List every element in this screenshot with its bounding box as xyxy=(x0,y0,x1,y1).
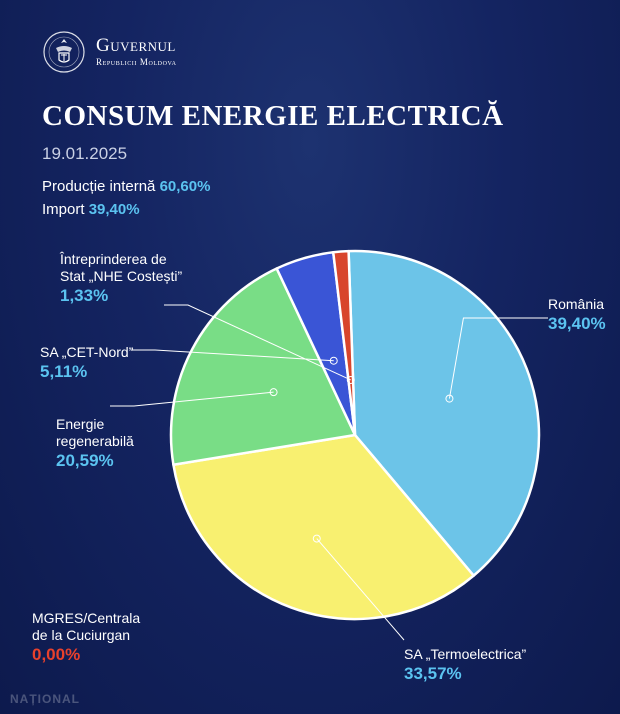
label-mgres-value: 0,00% xyxy=(32,645,81,664)
moldova-coat-of-arms-icon xyxy=(43,31,85,73)
label-cet-nord-value: 5,11% xyxy=(40,362,88,381)
label-romania-value: 39,40% xyxy=(548,314,606,333)
pie-slice-4 xyxy=(332,249,357,437)
leader-line-1 xyxy=(316,538,405,641)
label-regenerabila-line1: Energie xyxy=(56,416,105,432)
leader-line-3 xyxy=(131,349,334,362)
page-title: CONSUM ENERGIE ELECTRICĂ xyxy=(42,100,504,132)
domestic-production-label: Producție internă xyxy=(42,178,156,195)
leader-dot-0 xyxy=(445,394,454,403)
label-mgres-line2: de la Cuciurgan xyxy=(32,627,131,643)
leader-dot-2 xyxy=(269,388,278,397)
watermark: NAȚIONAL xyxy=(10,692,80,706)
label-romania-name: România xyxy=(548,296,605,312)
leader-line-2 xyxy=(110,391,274,407)
label-cet-nord-name: SA „CET-Nord” xyxy=(40,344,134,360)
label-termoelectrica: SA „Termoelectrica” 33,57% xyxy=(404,646,526,685)
import-value: 39,40% xyxy=(88,201,140,218)
import-label: Import xyxy=(42,201,85,218)
label-nhe-costesti-line1: Întreprinderea de xyxy=(60,251,167,267)
leader-dot-3 xyxy=(329,356,338,365)
pie-slice-0 xyxy=(347,249,541,577)
header: Guvernul Republicii Moldova xyxy=(42,30,177,74)
leader-dot-4 xyxy=(346,375,355,384)
label-nhe-costesti-value: 1,33% xyxy=(60,286,109,305)
import-line: Import 39,40% xyxy=(42,201,140,218)
label-mgres-line1: MGRES/Centrala xyxy=(32,610,141,626)
pie-slice-1 xyxy=(172,433,475,621)
leader-line-0 xyxy=(448,317,548,399)
label-nhe-costesti: Întreprinderea de Stat „NHE Costești” 1,… xyxy=(60,251,182,307)
label-cet-nord: SA „CET-Nord” 5,11% xyxy=(40,344,133,383)
label-regenerabila-line2: regenerabilă xyxy=(56,433,134,449)
domestic-production-line: Producție internă 60,60% xyxy=(42,178,210,195)
leader-dot-1 xyxy=(312,534,321,543)
label-regenerabila: Energie regenerabilă 20,59% xyxy=(56,416,134,472)
label-regenerabila-value: 20,59% xyxy=(56,451,114,470)
label-romania: România 39,40% xyxy=(548,296,606,335)
label-termoelectrica-name: SA „Termoelectrica” xyxy=(404,646,527,662)
label-mgres: MGRES/Centrala de la Cuciurgan 0,00% xyxy=(32,610,140,666)
leader-line-4 xyxy=(164,304,351,381)
report-date: 19.01.2025 xyxy=(42,144,128,163)
label-nhe-costesti-line2: Stat „NHE Costești” xyxy=(60,268,183,284)
org-name: Guvernul xyxy=(96,35,176,56)
org-subtitle: Republicii Moldova xyxy=(96,57,177,67)
label-termoelectrica-value: 33,57% xyxy=(404,664,462,683)
domestic-production-value: 60,60% xyxy=(159,178,211,195)
pie-slice-2 xyxy=(169,267,357,467)
